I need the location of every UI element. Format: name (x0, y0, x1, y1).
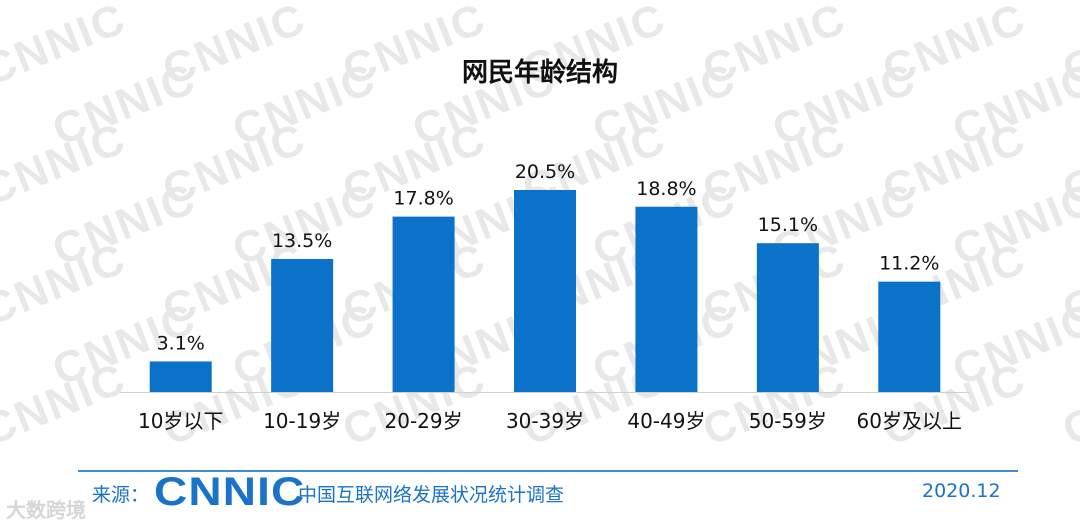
bar-value-label: 18.8% (636, 178, 696, 200)
cnnic-logo: CNNIC (154, 470, 306, 514)
report-date: 2020.12 (922, 480, 1001, 502)
footer-divider (78, 470, 1018, 472)
category-label: 40-49岁 (627, 409, 705, 433)
category-label: 10岁以下 (138, 409, 223, 433)
bar-value-label: 3.1% (157, 332, 205, 354)
chart-title: 网民年龄结构 (461, 58, 618, 88)
source-label: 来源： (92, 484, 150, 506)
category-label: 10-19岁 (263, 409, 341, 433)
corner-watermark: 大数跨境 (6, 498, 86, 522)
bar-value-label: 15.1% (758, 214, 818, 236)
category-label: 60岁及以上 (857, 409, 962, 433)
bar-value-label: 20.5% (515, 161, 575, 183)
category-label: 30-39岁 (506, 409, 584, 433)
category-label: 20-29岁 (385, 409, 463, 433)
category-label: 50-59岁 (749, 409, 827, 433)
bar-value-label: 11.2% (879, 253, 939, 275)
bar (514, 190, 576, 392)
bar (149, 361, 212, 392)
bar-value-label: 17.8% (393, 188, 453, 210)
bar (878, 281, 941, 392)
bar-value-label: 13.5% (272, 230, 332, 252)
source-name: 中国互联网络发展状况统计调查 (298, 484, 565, 506)
bar (756, 243, 819, 392)
bar (635, 206, 698, 392)
bar (271, 258, 334, 392)
bar (392, 216, 455, 392)
